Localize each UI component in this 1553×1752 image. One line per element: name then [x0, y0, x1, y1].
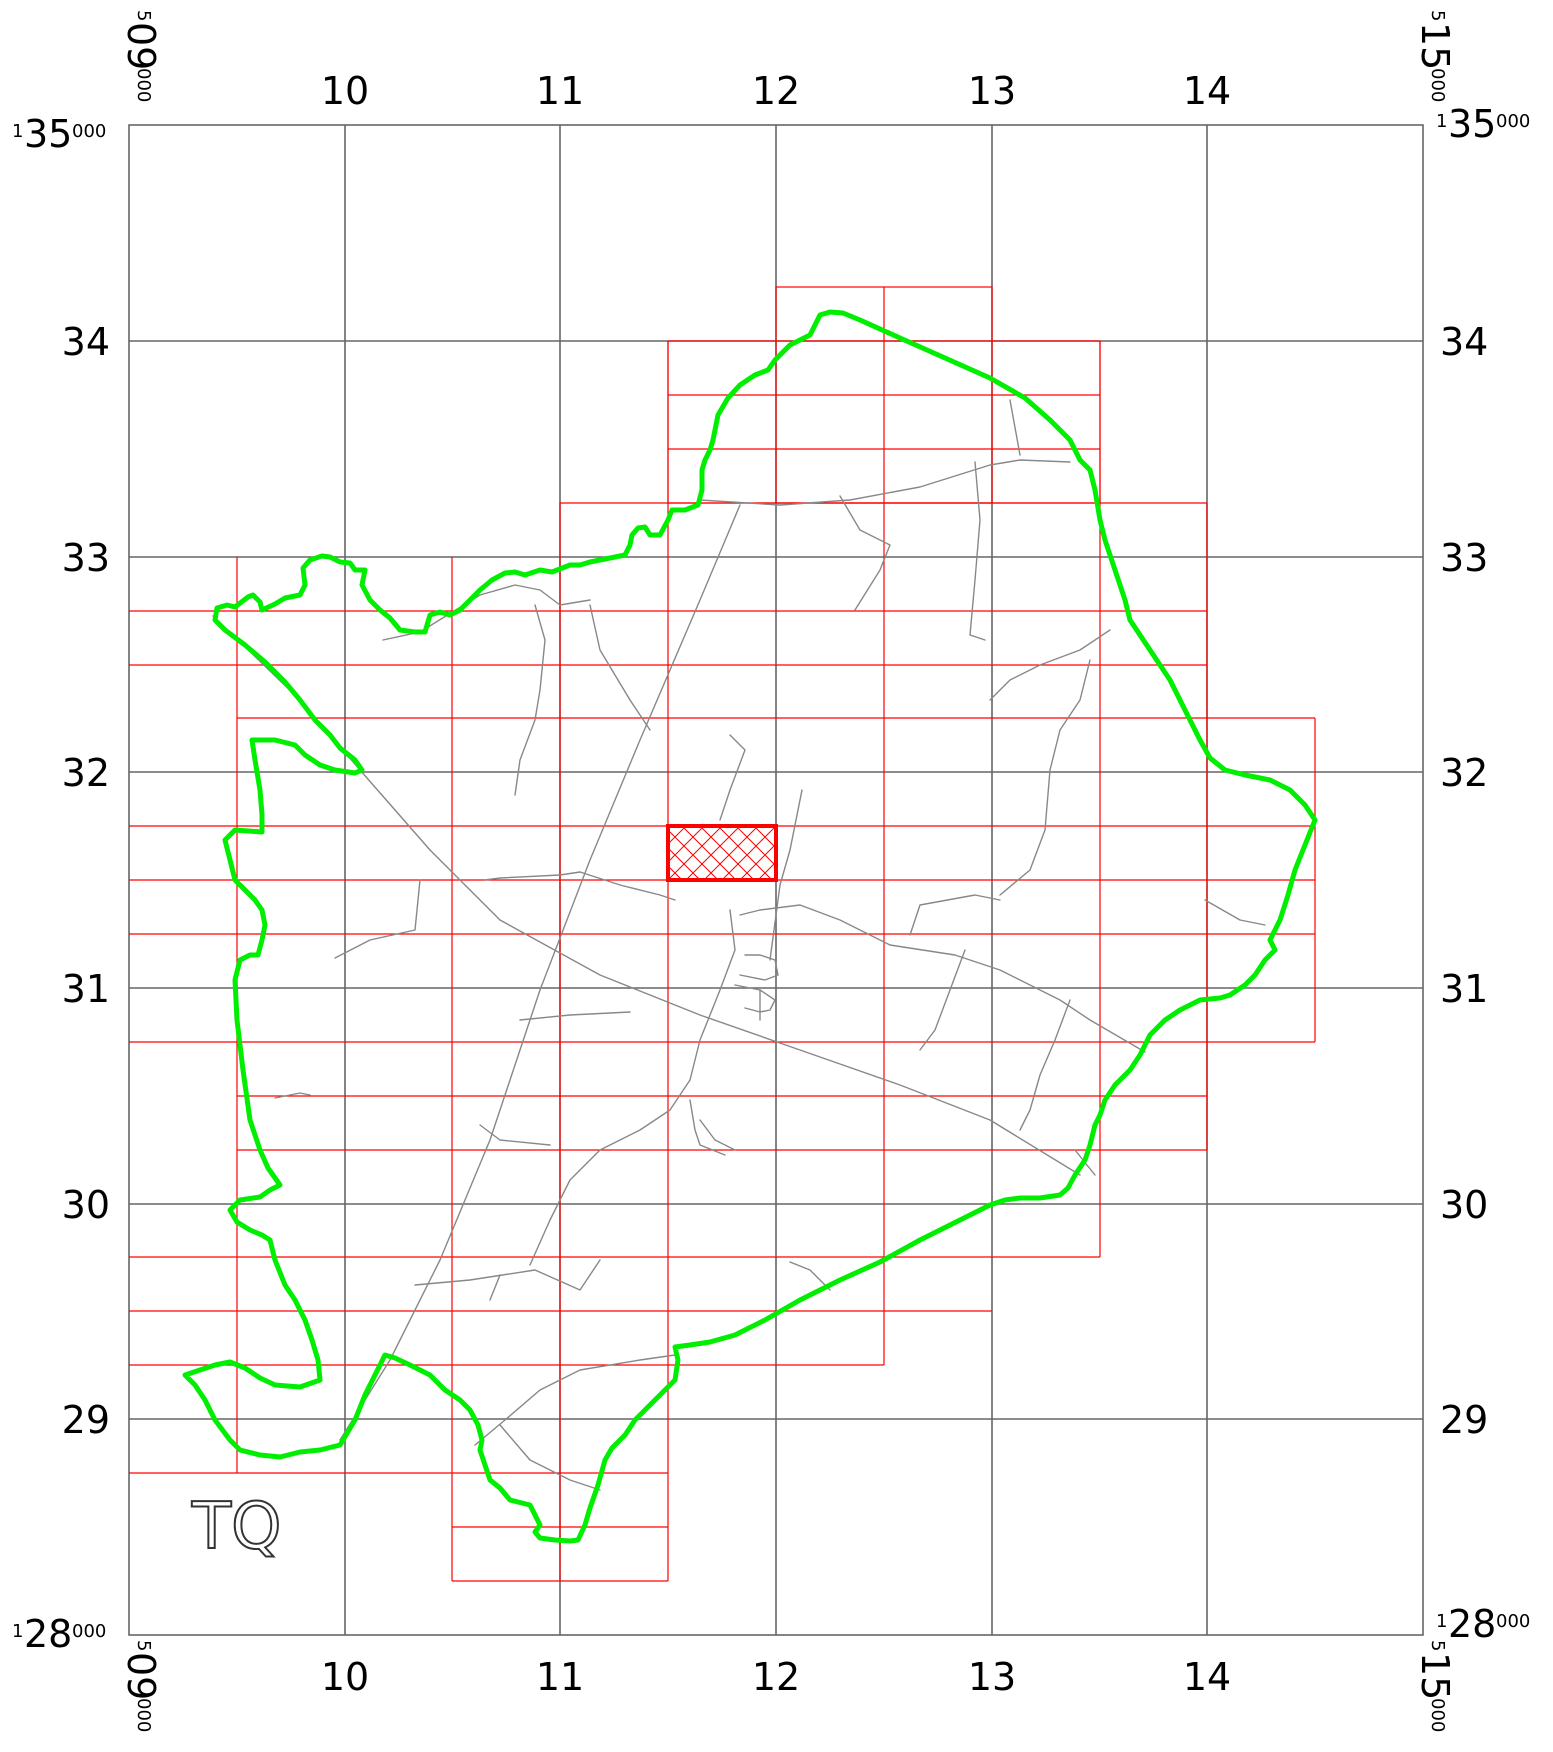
easting-label-13-bottom: 13 [968, 1655, 1016, 1699]
northing-label-33-right: 33 [1440, 536, 1488, 580]
easting-label-10: 10 [321, 69, 369, 113]
corner-label-south-left: 1 28 000 [12, 1612, 106, 1656]
easting-label-12: 12 [752, 69, 800, 113]
svg-text:000: 000 [72, 1621, 106, 1642]
easting-labels-bottom: 10 11 12 13 14 [321, 1655, 1231, 1699]
svg-text:35: 35 [24, 112, 72, 156]
svg-text:5: 5 [1427, 1640, 1448, 1651]
northing-label-29-right: 29 [1440, 1398, 1488, 1442]
svg-text:000: 000 [133, 1698, 154, 1732]
easting-label-10-bottom: 10 [321, 1655, 369, 1699]
svg-text:28: 28 [1448, 1602, 1496, 1646]
parish-boundary [182, 309, 1318, 1544]
northing-label-30: 30 [62, 1183, 110, 1227]
svg-text:1: 1 [12, 121, 23, 142]
northing-label-33: 33 [62, 536, 110, 580]
svg-text:5: 5 [1427, 10, 1448, 21]
northing-label-32: 32 [62, 751, 110, 795]
svg-text:5: 5 [133, 1640, 154, 1651]
svg-text:09: 09 [119, 22, 163, 70]
corner-label-west-top: 5 09 000 [119, 10, 163, 102]
northing-labels-left: 34 33 32 31 30 29 [62, 320, 110, 1442]
easting-label-11-bottom: 11 [536, 1655, 584, 1699]
svg-text:000: 000 [1427, 1698, 1448, 1732]
road-network [212, 399, 1266, 1491]
svg-text:000: 000 [1496, 111, 1530, 132]
svg-text:09: 09 [119, 1652, 163, 1700]
grid-square-label: TQ [191, 1490, 281, 1564]
easting-labels-top: 10 11 12 13 14 [321, 69, 1231, 113]
easting-label-14-bottom: 14 [1183, 1655, 1231, 1699]
northing-label-31-right: 31 [1440, 967, 1488, 1011]
svg-text:35: 35 [1448, 102, 1496, 146]
svg-text:15: 15 [1413, 22, 1457, 70]
northing-label-32-right: 32 [1440, 751, 1488, 795]
corner-label-north-right: 1 35 000 [1436, 102, 1530, 146]
corner-label-west-bottom: 5 09 000 [119, 1640, 163, 1732]
svg-text:1: 1 [1436, 1611, 1447, 1632]
svg-text:000: 000 [133, 68, 154, 102]
northing-label-34-right: 34 [1440, 320, 1488, 364]
svg-text:1: 1 [1436, 111, 1447, 132]
svg-text:15: 15 [1413, 1652, 1457, 1700]
svg-text:5: 5 [133, 10, 154, 21]
corner-label-east-bottom: 5 15 000 [1413, 1640, 1457, 1732]
corner-label-south-right: 1 28 000 [1436, 1602, 1530, 1646]
corner-label-east-top: 5 15 000 [1413, 10, 1457, 102]
northing-label-31: 31 [62, 967, 110, 1011]
easting-label-14: 14 [1183, 69, 1231, 113]
svg-text:1: 1 [12, 1621, 23, 1642]
northing-label-30-right: 30 [1440, 1183, 1488, 1227]
corner-label-north-left: 1 35 000 [12, 112, 106, 156]
selected-sheet-tile[interactable] [666, 824, 778, 882]
svg-text:000: 000 [1496, 1611, 1530, 1632]
svg-text:000: 000 [1427, 68, 1448, 102]
northing-labels-right: 34 33 32 31 30 29 [1440, 320, 1488, 1442]
northing-label-34: 34 [62, 320, 110, 364]
easting-label-12-bottom: 12 [752, 1655, 800, 1699]
northing-label-29: 29 [62, 1398, 110, 1442]
easting-label-11: 11 [536, 69, 584, 113]
svg-text:000: 000 [72, 121, 106, 142]
svg-text:28: 28 [24, 1612, 72, 1656]
easting-label-13: 13 [968, 69, 1016, 113]
